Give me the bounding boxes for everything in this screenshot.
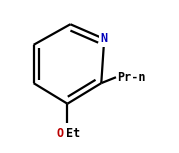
Text: N: N	[101, 32, 108, 45]
Text: Et: Et	[66, 127, 80, 140]
Text: Pr-n: Pr-n	[117, 71, 146, 84]
Text: O: O	[57, 127, 64, 140]
